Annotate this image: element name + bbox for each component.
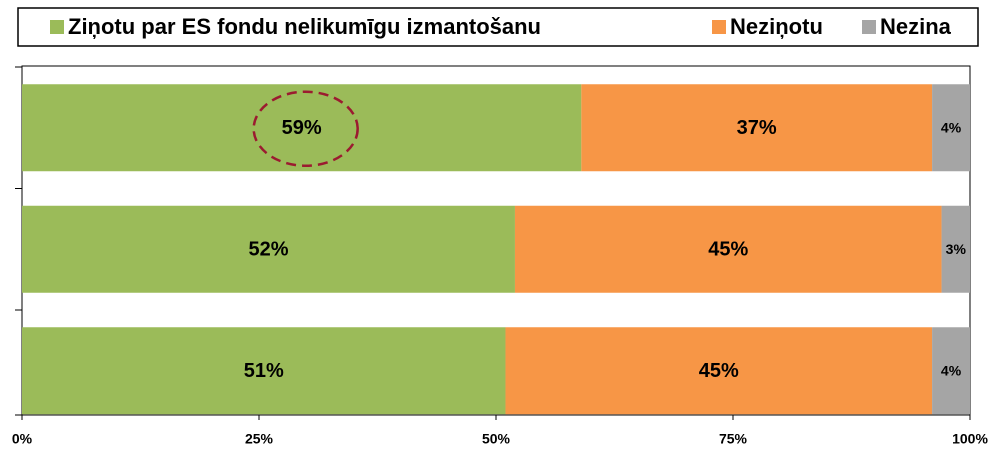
- legend-swatch: [862, 20, 876, 34]
- data-label: 51%: [244, 360, 284, 382]
- data-label: 52%: [248, 239, 288, 261]
- bar-segment: [581, 84, 933, 172]
- bar-segment: [932, 84, 970, 172]
- bar-segment: [22, 205, 515, 293]
- bar-segment: [941, 205, 970, 293]
- data-label: 45%: [708, 239, 748, 261]
- data-label: 3%: [946, 241, 967, 257]
- bar-segment: [22, 84, 582, 172]
- x-tick-label: 75%: [719, 431, 748, 447]
- data-label: 37%: [737, 117, 777, 139]
- data-label: 4%: [941, 119, 962, 135]
- data-label: 45%: [699, 360, 739, 382]
- legend-swatch: [712, 20, 726, 34]
- data-label: 4%: [941, 362, 962, 378]
- bar-segment: [514, 205, 942, 293]
- legend-swatch: [50, 20, 64, 34]
- bar-segment: [505, 327, 933, 415]
- highlight-circle: [252, 90, 359, 167]
- x-tick-label: 0%: [12, 431, 33, 447]
- bar-segment: [22, 327, 506, 415]
- legend-label: Neziņotu: [730, 14, 823, 39]
- data-label: 59%: [282, 117, 322, 139]
- x-tick-label: 25%: [245, 431, 274, 447]
- x-tick-label: 100%: [952, 431, 988, 447]
- bar-segment: [932, 327, 970, 415]
- x-tick-label: 50%: [482, 431, 511, 447]
- legend-label: Ziņotu par ES fondu nelikumīgu izmantoša…: [68, 14, 541, 39]
- legend-box: [17, 7, 979, 47]
- legend-label: Nezina: [880, 14, 952, 39]
